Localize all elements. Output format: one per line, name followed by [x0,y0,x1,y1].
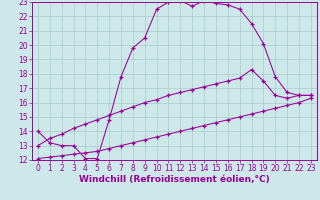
X-axis label: Windchill (Refroidissement éolien,°C): Windchill (Refroidissement éolien,°C) [79,175,270,184]
